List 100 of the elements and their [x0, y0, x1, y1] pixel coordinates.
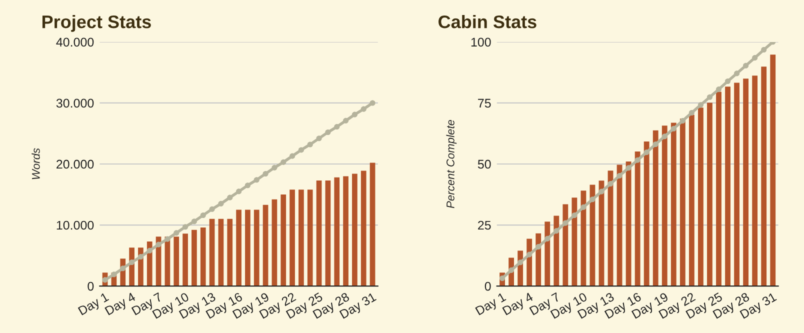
- point: [572, 212, 578, 218]
- point: [590, 196, 596, 202]
- bar: [572, 198, 578, 286]
- point: [325, 129, 331, 136]
- point: [307, 142, 313, 148]
- bar: [590, 184, 596, 286]
- bar: [698, 108, 704, 286]
- point: [743, 62, 749, 68]
- point: [120, 266, 126, 272]
- point: [662, 134, 668, 140]
- point: [680, 118, 686, 124]
- point: [280, 159, 286, 165]
- point: [598, 188, 604, 194]
- point: [526, 252, 532, 258]
- bar: [307, 190, 313, 286]
- bar: [544, 222, 550, 286]
- bar: [360, 170, 366, 286]
- point: [706, 94, 713, 100]
- bar: [218, 218, 224, 286]
- bar: [761, 66, 767, 286]
- bar: [734, 82, 740, 286]
- y-tick-label: 100: [471, 38, 491, 47]
- bar: [209, 218, 215, 286]
- bar: [262, 204, 268, 286]
- point: [644, 150, 650, 156]
- bar: [770, 54, 776, 286]
- bar: [670, 122, 676, 286]
- bar: [192, 230, 197, 286]
- y-axis-title: Words: [32, 148, 40, 180]
- bar: [280, 194, 286, 286]
- point: [138, 254, 144, 260]
- point: [156, 242, 162, 248]
- point: [554, 228, 560, 234]
- point: [111, 272, 117, 278]
- y-tick-label: 75: [478, 98, 491, 108]
- bar: [554, 216, 560, 286]
- y-tick-label: 40.000: [56, 38, 94, 47]
- point: [298, 147, 304, 153]
- bar: [680, 118, 686, 286]
- bar: [325, 180, 331, 286]
- bar: [562, 204, 568, 286]
- point: [352, 112, 358, 118]
- point: [761, 46, 767, 53]
- point: [724, 78, 731, 84]
- point: [562, 220, 568, 226]
- bar: [608, 170, 614, 286]
- bar: [236, 210, 242, 286]
- point: [343, 118, 349, 124]
- bar: [626, 162, 632, 286]
- bar: [662, 126, 668, 286]
- bar: [290, 190, 295, 286]
- bar: [707, 102, 712, 286]
- point: [254, 177, 260, 183]
- point: [290, 153, 296, 159]
- point: [316, 136, 322, 142]
- bar: [343, 176, 348, 286]
- point: [236, 188, 242, 194]
- point: [262, 170, 268, 177]
- bar: [644, 142, 650, 286]
- bar: [743, 78, 749, 286]
- point: [272, 164, 278, 170]
- point: [734, 70, 740, 76]
- point: [334, 124, 340, 130]
- bar: [370, 162, 376, 286]
- chart-title: Project Stats: [42, 14, 151, 32]
- bar: [634, 152, 640, 286]
- bar: [752, 76, 758, 286]
- bar: [580, 190, 586, 286]
- y-tick-label: 20.000: [56, 160, 94, 169]
- point: [164, 236, 170, 242]
- point: [626, 165, 632, 171]
- bar: [688, 114, 694, 286]
- point: [191, 218, 197, 224]
- y-tick-label: 30.000: [56, 98, 94, 108]
- point: [688, 110, 694, 116]
- bar: [316, 180, 322, 286]
- y-axis-title: Percent Complete: [446, 120, 457, 208]
- point: [608, 180, 614, 187]
- point: [508, 267, 514, 273]
- bar: [174, 236, 180, 286]
- point: [200, 212, 206, 218]
- bar: [254, 210, 260, 286]
- point: [634, 157, 640, 163]
- bar: [227, 218, 233, 286]
- point: [209, 206, 215, 212]
- point: [652, 141, 658, 148]
- point: [698, 102, 704, 108]
- bar: [652, 130, 658, 286]
- point: [580, 204, 586, 210]
- point: [182, 224, 188, 230]
- point: [536, 244, 542, 250]
- y-tick-label: 0: [484, 282, 491, 291]
- chart-title: Cabin Stats: [438, 14, 536, 28]
- point: [500, 275, 506, 282]
- point: [244, 182, 250, 188]
- point: [670, 126, 676, 132]
- point: [752, 55, 758, 61]
- bar: [598, 180, 604, 286]
- bar: [200, 227, 206, 286]
- y-tick-label: 10.000: [56, 220, 94, 230]
